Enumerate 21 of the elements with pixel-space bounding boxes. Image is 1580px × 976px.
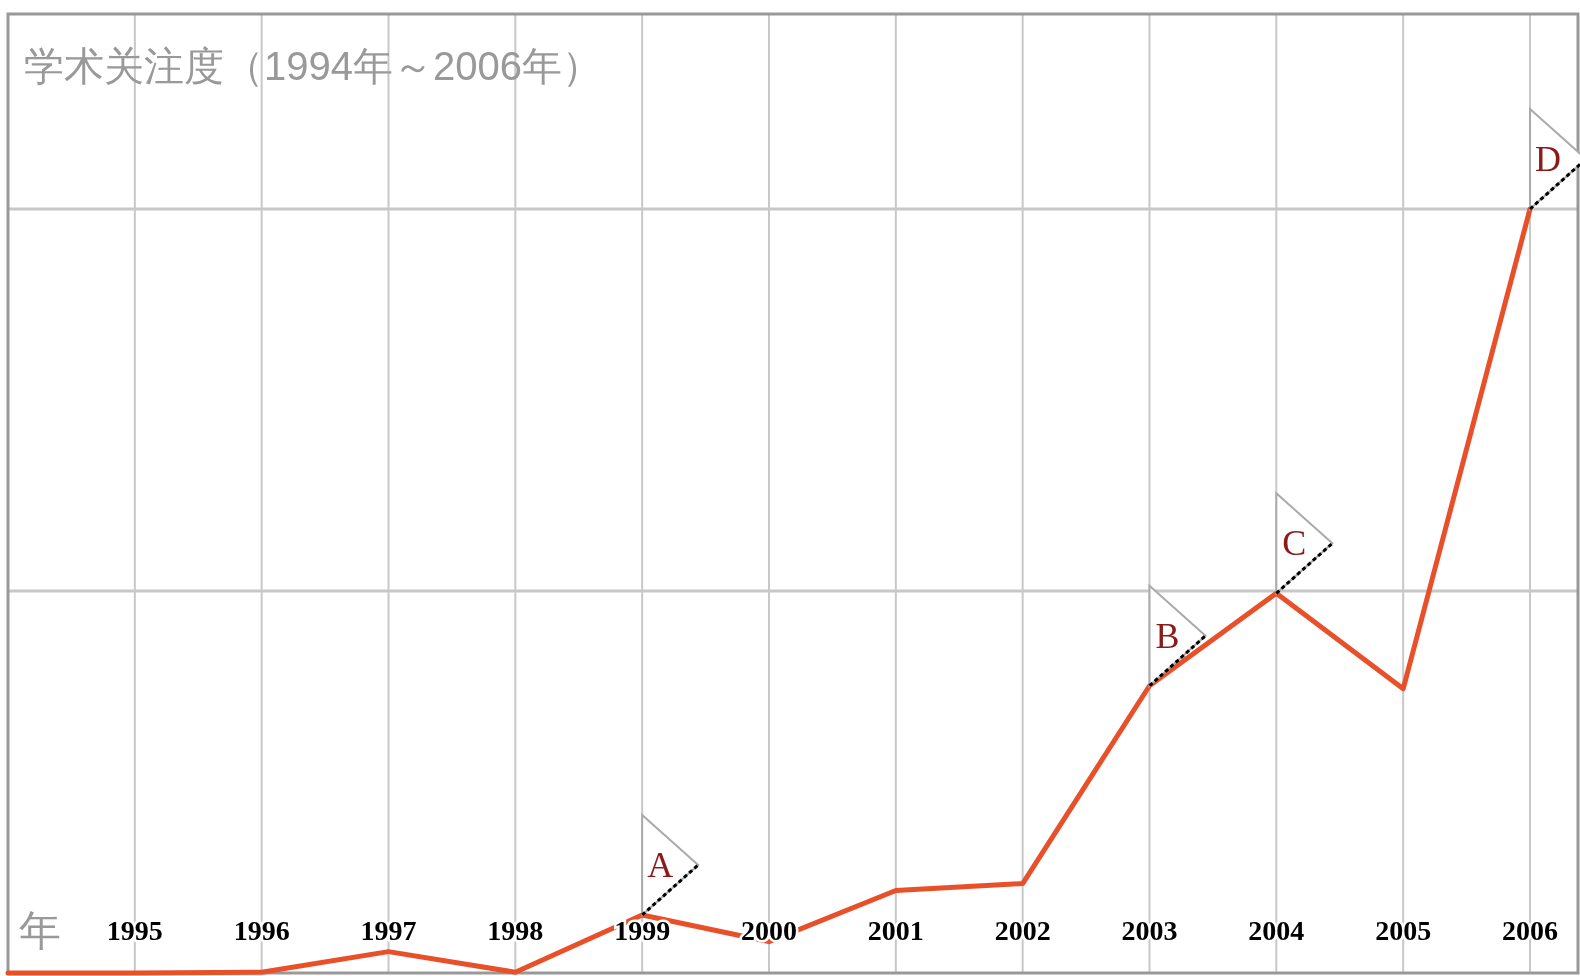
- flag: C: [1275, 491, 1334, 596]
- x-tick-label: 1995: [106, 915, 163, 946]
- x-axis-title: 年: [19, 907, 61, 954]
- chart-title: 学术关注度（1994年～2006年）: [24, 44, 602, 88]
- x-tick-label: 2001: [867, 915, 924, 946]
- flag: A: [641, 812, 700, 918]
- x-tick-label: 1997: [360, 915, 417, 946]
- x-tick-label: 1999: [614, 915, 671, 946]
- flag: B: [1148, 583, 1207, 688]
- annotation: D: [1535, 139, 1561, 179]
- x-tick-label: 2004: [1248, 915, 1305, 946]
- annotation: C: [1282, 523, 1307, 564]
- annotation: B: [1155, 615, 1180, 656]
- x-tick-label: 2002: [994, 915, 1051, 946]
- x-tick-label: 2005: [1375, 915, 1432, 946]
- x-tick-label: 2006: [1502, 915, 1558, 946]
- x-tick-label: 2003: [1121, 915, 1178, 946]
- x-tick-label: 1996: [233, 915, 290, 946]
- flag: D: [1529, 106, 1580, 212]
- annotation: A: [647, 844, 674, 885]
- x-tick-label: 1998: [487, 915, 544, 946]
